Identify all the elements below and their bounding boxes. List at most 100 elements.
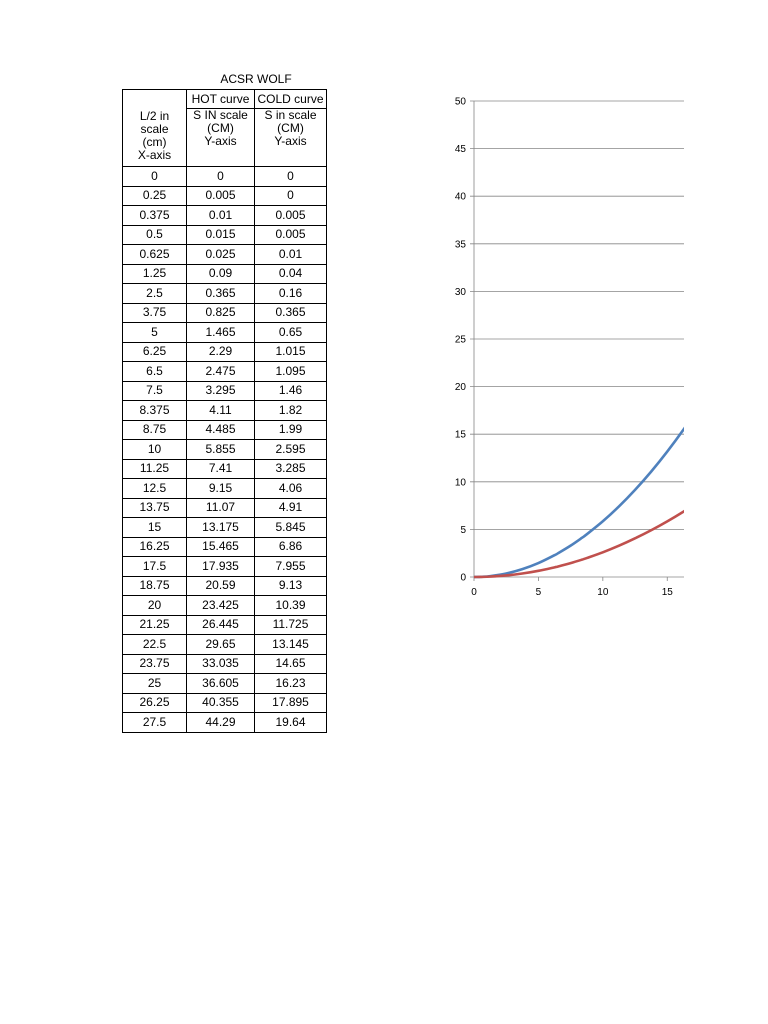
cell-x: 13.75 bbox=[122, 497, 187, 518]
cell-hot: 26.445 bbox=[186, 614, 255, 635]
cell-cold: 1.095 bbox=[254, 361, 327, 382]
cell-hot: 0 bbox=[186, 166, 255, 187]
table-row: 5 1.465 0.65 bbox=[122, 322, 327, 343]
cell-cold: 14.65 bbox=[254, 653, 327, 674]
cell-x: 25 bbox=[122, 673, 187, 694]
cell-cold: 0.005 bbox=[254, 205, 327, 226]
table-row: 25 36.605 16.23 bbox=[122, 673, 327, 694]
cell-cold: 2.595 bbox=[254, 439, 327, 460]
table-row: 12.5 9.15 4.06 bbox=[122, 478, 327, 499]
cell-x: 0.625 bbox=[122, 244, 187, 265]
table-row: 8.375 4.11 1.82 bbox=[122, 400, 327, 421]
y-tick-label: 0 bbox=[460, 573, 466, 584]
cell-x: 0.375 bbox=[122, 205, 187, 226]
table-row: 21.25 26.445 11.725 bbox=[122, 614, 327, 635]
cell-x: 21.25 bbox=[122, 614, 187, 635]
y-tick-label: 25 bbox=[455, 335, 467, 346]
table-row: 0.25 0.005 0 bbox=[122, 185, 327, 206]
table-row: 6.25 2.29 1.015 bbox=[122, 341, 327, 362]
cell-hot: 36.605 bbox=[186, 673, 255, 694]
cell-x: 3.75 bbox=[122, 302, 187, 323]
cell-hot: 4.485 bbox=[186, 419, 255, 440]
cell-hot: 2.475 bbox=[186, 361, 255, 382]
x-tick-label: 15 bbox=[662, 587, 674, 598]
cold-curve-line bbox=[474, 509, 684, 579]
table-row: 13.75 11.07 4.91 bbox=[122, 497, 327, 518]
cell-x: 17.5 bbox=[122, 556, 187, 577]
cell-hot: 4.11 bbox=[186, 400, 255, 421]
table-row: 0.375 0.01 0.005 bbox=[122, 205, 327, 226]
x-tick-label: 5 bbox=[536, 587, 542, 598]
cell-x: 0 bbox=[122, 166, 187, 187]
cell-x: 18.75 bbox=[122, 575, 187, 596]
cell-cold: 11.725 bbox=[254, 614, 327, 635]
cell-x: 6.25 bbox=[122, 341, 187, 362]
cell-cold: 0 bbox=[254, 185, 327, 206]
y-tick-label: 5 bbox=[460, 525, 466, 536]
cell-x: 22.5 bbox=[122, 634, 187, 655]
cell-cold: 6.86 bbox=[254, 536, 327, 557]
cell-cold: 1.015 bbox=[254, 341, 327, 362]
cell-hot: 20.59 bbox=[186, 575, 255, 596]
cell-cold: 0.365 bbox=[254, 302, 327, 323]
sag-data-table: L/2 in scale (cm) X-axis HOT curve COLD … bbox=[122, 89, 327, 733]
cell-hot: 13.175 bbox=[186, 517, 255, 538]
table-row: 18.75 20.59 9.13 bbox=[122, 575, 327, 596]
cell-cold: 0.65 bbox=[254, 322, 327, 343]
cell-x: 6.5 bbox=[122, 361, 187, 382]
cell-hot: 0.01 bbox=[186, 205, 255, 226]
cell-cold: 9.13 bbox=[254, 575, 327, 596]
cell-hot: 0.015 bbox=[186, 224, 255, 245]
table-row: 26.25 40.355 17.895 bbox=[122, 692, 327, 713]
table-row: 15 13.175 5.845 bbox=[122, 517, 327, 538]
table-row: 6.5 2.475 1.095 bbox=[122, 361, 327, 382]
cell-hot: 1.465 bbox=[186, 322, 255, 343]
y-tick-label: 30 bbox=[455, 287, 467, 298]
cell-x: 27.5 bbox=[122, 712, 187, 733]
cell-hot: 23.425 bbox=[186, 595, 255, 616]
cell-hot: 15.465 bbox=[186, 536, 255, 557]
table-row: 11.25 7.41 3.285 bbox=[122, 458, 327, 479]
header-hot-curve: HOT curve bbox=[186, 89, 255, 109]
cell-x: 10 bbox=[122, 439, 187, 460]
table-row: 23.75 33.035 14.65 bbox=[122, 653, 327, 674]
cell-cold: 5.845 bbox=[254, 517, 327, 538]
cell-hot: 11.07 bbox=[186, 497, 255, 518]
cell-cold: 0.01 bbox=[254, 244, 327, 265]
cell-x: 2.5 bbox=[122, 283, 187, 304]
x-tick-label: 10 bbox=[597, 587, 609, 598]
table-row: 27.5 44.29 19.64 bbox=[122, 712, 327, 733]
table-row: 20 23.425 10.39 bbox=[122, 595, 327, 616]
cell-cold: 17.895 bbox=[254, 692, 327, 713]
cell-hot: 0.09 bbox=[186, 263, 255, 284]
cell-x: 5 bbox=[122, 322, 187, 343]
header-hot-y-axis: S IN scale (CM) Y-axis bbox=[186, 108, 255, 167]
cell-hot: 44.29 bbox=[186, 712, 255, 733]
table-body: 0 0 0 0.25 0.005 0 0.375 0.01 0.005 0.5 0.015 0.005… bbox=[122, 166, 327, 733]
cell-cold: 4.06 bbox=[254, 478, 327, 499]
cell-hot: 40.355 bbox=[186, 692, 255, 713]
y-tick-label: 10 bbox=[455, 477, 467, 488]
x-tick-label: 0 bbox=[471, 587, 477, 598]
cell-cold: 16.23 bbox=[254, 673, 327, 694]
cell-hot: 17.935 bbox=[186, 556, 255, 577]
table-row: 16.25 15.465 6.86 bbox=[122, 536, 327, 557]
y-tick-label: 45 bbox=[455, 144, 467, 155]
cell-x: 12.5 bbox=[122, 478, 187, 499]
y-tick-label: 40 bbox=[455, 192, 467, 203]
cell-cold: 1.99 bbox=[254, 419, 327, 440]
cell-hot: 0.365 bbox=[186, 283, 255, 304]
y-tick-label: 35 bbox=[455, 239, 467, 250]
cell-hot: 29.65 bbox=[186, 634, 255, 655]
table-row: 2.5 0.365 0.16 bbox=[122, 283, 327, 304]
cell-hot: 3.295 bbox=[186, 380, 255, 401]
cell-x: 16.25 bbox=[122, 536, 187, 557]
cell-x: 0.25 bbox=[122, 185, 187, 206]
cell-x: 23.75 bbox=[122, 653, 187, 674]
table-row: 0.5 0.015 0.005 bbox=[122, 224, 327, 245]
cell-cold: 7.955 bbox=[254, 556, 327, 577]
cell-x: 11.25 bbox=[122, 458, 187, 479]
table-row: 1.25 0.09 0.04 bbox=[122, 263, 327, 284]
cell-cold: 13.145 bbox=[254, 634, 327, 655]
